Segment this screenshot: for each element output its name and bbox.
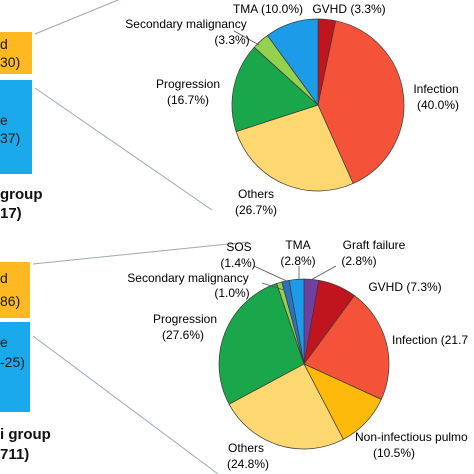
label-bottom-sos-name: SOS bbox=[226, 240, 251, 254]
leader-bottom-sos bbox=[253, 265, 292, 284]
group-bottom-label-2: 711) bbox=[0, 446, 30, 463]
bar-top-orange bbox=[0, 32, 32, 74]
group-top-label-2: 17) bbox=[0, 205, 22, 222]
connector-top-lower bbox=[34, 87, 213, 211]
label-top-progression-pct: (16.7%) bbox=[167, 93, 209, 107]
label-bottom-tma-name: TMA bbox=[285, 238, 310, 252]
group-top-label-1: group bbox=[0, 186, 43, 203]
label-top-tma: TMA (10.0%) bbox=[233, 2, 303, 16]
bar-top-orange-label-2: 30) bbox=[0, 54, 21, 70]
bar-bottom-orange bbox=[0, 262, 30, 318]
leader-top-secondary bbox=[233, 30, 260, 46]
label-top-others-pct: (26.7%) bbox=[235, 203, 277, 217]
label-bottom-noninf-name: Non-infectious pulmo bbox=[355, 430, 468, 444]
bar-top-orange-label-1: d bbox=[0, 36, 8, 52]
bar-top-blue-label-1: e bbox=[0, 112, 8, 128]
pie2-slice-others bbox=[228, 363, 344, 450]
connector-top-upper bbox=[34, 0, 119, 35]
label-bottom-graft-name: Graft failure bbox=[343, 238, 406, 252]
pie2-slice-progression bbox=[218, 283, 305, 405]
bar-bottom-blue-label-2: -25) bbox=[0, 354, 25, 370]
bar-bottom-orange-label-2: 86) bbox=[0, 293, 21, 309]
label-bottom-secondary-pct: (1.0%) bbox=[214, 286, 249, 300]
label-top-infection-pct: (40.0%) bbox=[417, 98, 459, 112]
pie2-slice-tma bbox=[288, 278, 305, 365]
group-bottom-label-1: i group bbox=[0, 426, 51, 443]
pie1-slice-progression bbox=[231, 46, 319, 133]
label-bottom-others-pct: (24.8%) bbox=[227, 457, 269, 471]
bar-top-blue bbox=[0, 80, 32, 174]
pie1-slice-infection bbox=[317, 20, 405, 184]
label-bottom-tma-pct: (2.8%) bbox=[280, 254, 315, 268]
label-top-infection-name: Infection bbox=[413, 82, 458, 96]
label-bottom-sos-pct: (1.4%) bbox=[220, 256, 255, 270]
pie1-slice-tma bbox=[266, 18, 319, 107]
label-bottom-graft-pct: (2.8%) bbox=[341, 254, 376, 268]
label-bottom-others-name: Others bbox=[228, 441, 264, 455]
bar-bottom-orange-label-1: d bbox=[0, 270, 8, 286]
label-bottom-infection: Infection (21.7 bbox=[392, 333, 468, 347]
leader-bottom-graft bbox=[308, 265, 337, 282]
label-top-gvhd: GVHD (3.3%) bbox=[312, 2, 385, 16]
label-bottom-progression-pct: (27.6%) bbox=[162, 328, 204, 342]
label-bottom-gvhd: GVHD (7.3%) bbox=[368, 280, 441, 294]
label-top-secondary-pct: (3.3%) bbox=[214, 33, 249, 47]
label-bottom-progression-name: Progression bbox=[153, 312, 217, 326]
pie-bottom bbox=[218, 278, 390, 450]
connector-bottom-lower bbox=[32, 335, 219, 474]
label-top-others-name: Others bbox=[238, 187, 274, 201]
bar-top-blue-label-2: 37) bbox=[0, 130, 21, 146]
pie-top bbox=[231, 18, 405, 192]
label-top-progression-name: Progression bbox=[156, 77, 220, 91]
bar-bottom-blue bbox=[0, 322, 30, 412]
connector-bottom-upper bbox=[32, 241, 249, 265]
bar-bottom-blue-label-1: e bbox=[0, 334, 8, 350]
label-bottom-secondary-name: Secondary malignancy bbox=[127, 271, 248, 285]
pie1-slice-others bbox=[235, 104, 354, 192]
leader-bottom-secondary bbox=[261, 282, 285, 291]
label-top-secondary-name: Secondary malignancy bbox=[125, 17, 246, 31]
label-bottom-noninf-pct: (10.5%) bbox=[373, 446, 415, 460]
